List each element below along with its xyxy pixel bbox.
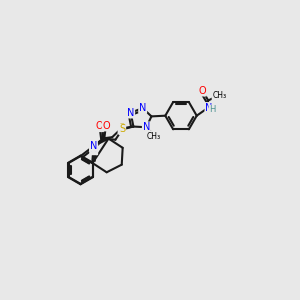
- Text: CH₃: CH₃: [147, 131, 161, 140]
- Text: H: H: [209, 105, 216, 114]
- Text: S: S: [119, 124, 125, 134]
- Text: O: O: [96, 121, 103, 131]
- Text: N: N: [127, 108, 134, 118]
- Text: O: O: [198, 86, 206, 96]
- Text: N: N: [139, 103, 146, 113]
- Text: N: N: [90, 141, 97, 151]
- Text: CH₃: CH₃: [212, 91, 226, 100]
- Text: N: N: [143, 122, 150, 132]
- Text: S: S: [118, 123, 124, 134]
- Text: O: O: [103, 121, 110, 130]
- Text: N: N: [205, 103, 213, 113]
- Text: N: N: [90, 144, 98, 154]
